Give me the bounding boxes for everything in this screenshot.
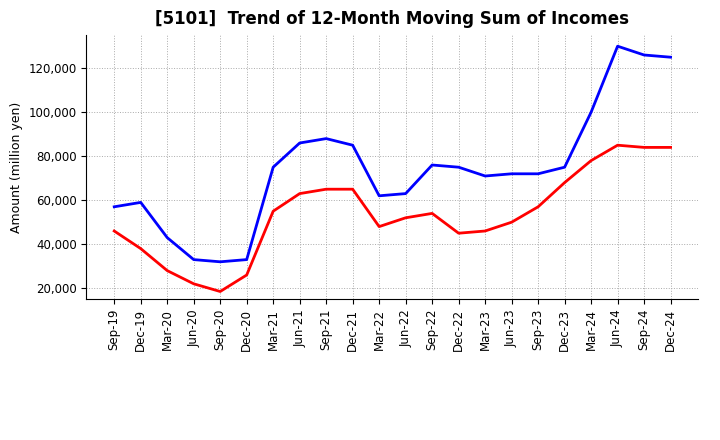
Net Income — [481, 228, 490, 234]
Net Income — [322, 187, 330, 192]
Ordinary Income — [375, 193, 384, 198]
Ordinary Income — [243, 257, 251, 262]
Ordinary Income — [613, 44, 622, 49]
Ordinary Income — [428, 162, 436, 168]
Line: Net Income: Net Income — [114, 145, 670, 292]
Net Income — [428, 211, 436, 216]
Ordinary Income — [322, 136, 330, 141]
Y-axis label: Amount (million yen): Amount (million yen) — [10, 102, 23, 233]
Net Income — [508, 220, 516, 225]
Line: Ordinary Income: Ordinary Income — [114, 46, 670, 262]
Net Income — [375, 224, 384, 229]
Ordinary Income — [295, 140, 304, 146]
Ordinary Income — [508, 171, 516, 176]
Ordinary Income — [587, 110, 595, 115]
Net Income — [534, 204, 542, 209]
Net Income — [136, 246, 145, 251]
Net Income — [587, 158, 595, 163]
Net Income — [666, 145, 675, 150]
Ordinary Income — [640, 52, 649, 58]
Ordinary Income — [216, 259, 225, 264]
Ordinary Income — [401, 191, 410, 196]
Ordinary Income — [269, 165, 277, 170]
Ordinary Income — [666, 55, 675, 60]
Net Income — [295, 191, 304, 196]
Ordinary Income — [560, 165, 569, 170]
Net Income — [243, 272, 251, 278]
Net Income — [560, 180, 569, 185]
Ordinary Income — [534, 171, 542, 176]
Net Income — [454, 231, 463, 236]
Ordinary Income — [481, 173, 490, 179]
Title: [5101]  Trend of 12-Month Moving Sum of Incomes: [5101] Trend of 12-Month Moving Sum of I… — [156, 10, 629, 28]
Net Income — [216, 289, 225, 294]
Net Income — [613, 143, 622, 148]
Net Income — [348, 187, 357, 192]
Net Income — [110, 228, 119, 234]
Net Income — [189, 281, 198, 286]
Net Income — [640, 145, 649, 150]
Ordinary Income — [163, 235, 171, 240]
Ordinary Income — [110, 204, 119, 209]
Ordinary Income — [454, 165, 463, 170]
Net Income — [401, 215, 410, 220]
Ordinary Income — [348, 143, 357, 148]
Net Income — [269, 209, 277, 214]
Ordinary Income — [136, 200, 145, 205]
Net Income — [163, 268, 171, 273]
Ordinary Income — [189, 257, 198, 262]
